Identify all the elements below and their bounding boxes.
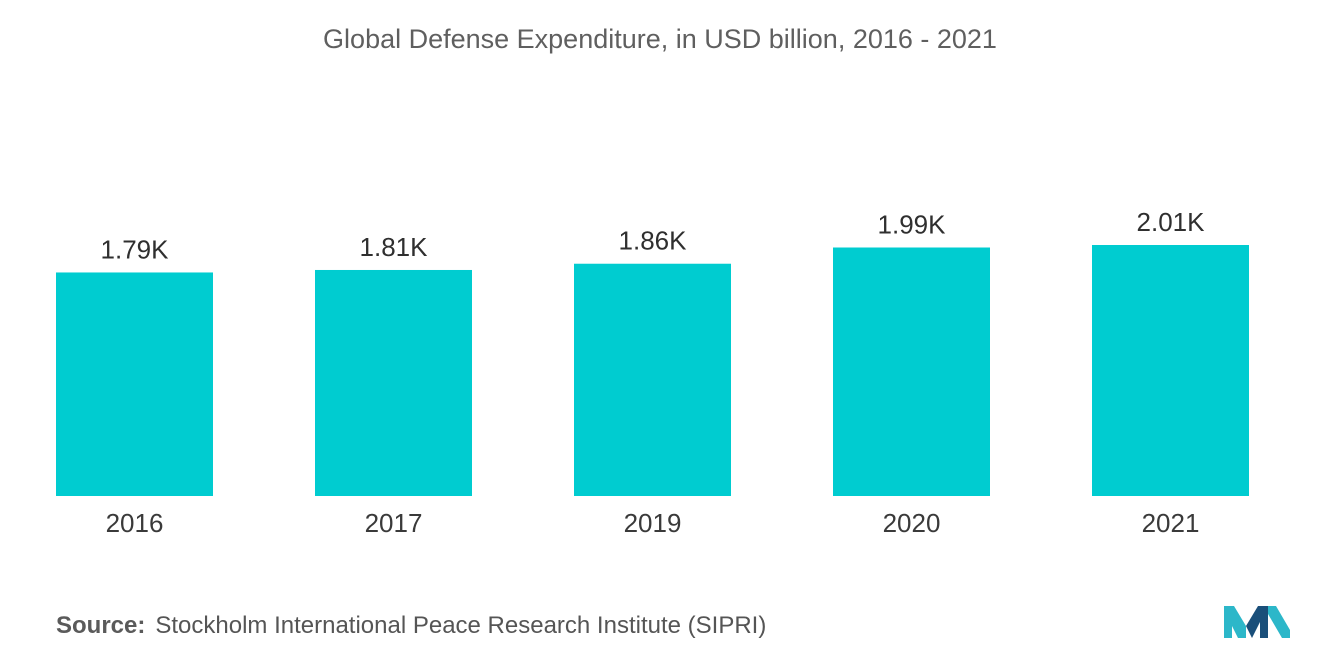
source-text: Stockholm International Peace Research I… <box>155 612 767 639</box>
data-label-2016: 1.79K <box>101 234 170 264</box>
data-label-2020: 1.99K <box>878 209 947 239</box>
data-labels-layer: 1.79K 1.81K 1.86K 1.99K 2.01K <box>101 207 1206 264</box>
data-label-2019: 1.86K <box>619 226 688 256</box>
bar-2020 <box>833 247 990 496</box>
x-tick-2017: 2017 <box>365 508 423 538</box>
bar-2019 <box>574 263 731 496</box>
x-tick-2020: 2020 <box>883 508 941 538</box>
bar-2021 <box>1092 245 1249 496</box>
data-label-2021: 2.01K <box>1137 207 1206 237</box>
bar-2016 <box>56 272 213 496</box>
data-label-2017: 1.81K <box>360 232 429 262</box>
bars-layer <box>56 245 1249 496</box>
x-axis-ticks-layer: 2016 2017 2019 2020 2021 <box>106 508 1200 538</box>
x-tick-2019: 2019 <box>624 508 682 538</box>
x-tick-2016: 2016 <box>106 508 164 538</box>
x-tick-2021: 2021 <box>1142 508 1200 538</box>
source-note: Source: Stockholm International Peace Res… <box>56 612 766 640</box>
bar-2017 <box>315 269 472 496</box>
mordor-intelligence-logo-icon <box>1224 606 1290 638</box>
source-label: Source: <box>56 612 146 639</box>
chart-title: Global Defense Expenditure, in USD billi… <box>323 24 997 54</box>
